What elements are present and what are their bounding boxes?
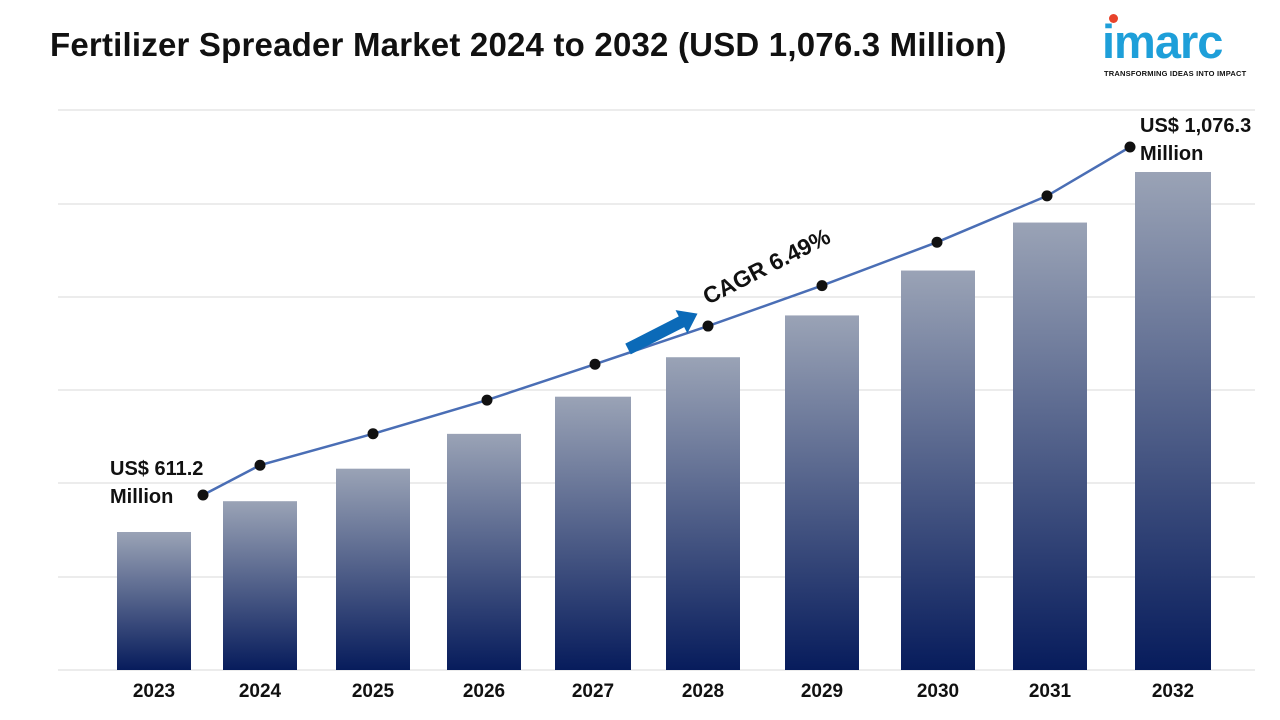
cagr-arrow-head bbox=[675, 310, 698, 334]
x-axis-ticks: 2023 2024 2025 2026 2027 2028 2029 2030 2031 2032 bbox=[133, 681, 1194, 702]
trend-point-2030 bbox=[931, 236, 943, 248]
x-tick-label: 2030 bbox=[917, 681, 959, 702]
x-tick-label: 2025 bbox=[352, 681, 395, 702]
x-tick-label: 2023 bbox=[133, 681, 175, 702]
x-tick-label: 2031 bbox=[1029, 681, 1072, 702]
start-value-unit: Million bbox=[110, 486, 173, 508]
bar-2026 bbox=[447, 433, 521, 670]
bar-2032 bbox=[1135, 172, 1211, 670]
bar-2024 bbox=[223, 501, 297, 670]
trend-point-2027 bbox=[589, 358, 601, 370]
x-tick-label: 2027 bbox=[572, 681, 614, 702]
end-value-label: US$ 1,076.3 bbox=[1140, 115, 1251, 137]
trend-point-2032 bbox=[1124, 141, 1136, 153]
trend-line bbox=[202, 145, 1131, 497]
cagr-arrow-icon bbox=[625, 310, 698, 355]
logo-tagline: TRANSFORMING IDEAS INTO IMPACT bbox=[1104, 69, 1247, 78]
x-tick-label: 2026 bbox=[463, 681, 505, 702]
bar-2023 bbox=[117, 532, 191, 670]
trend-point-2029 bbox=[816, 280, 828, 292]
trend-point-2028 bbox=[702, 320, 714, 332]
x-tick-label: 2028 bbox=[682, 681, 724, 702]
bar-2025 bbox=[336, 468, 410, 670]
trend-point-2025 bbox=[367, 428, 379, 440]
trend-point-2026 bbox=[481, 394, 493, 406]
start-value-label: US$ 611.2 bbox=[110, 458, 203, 480]
x-tick-label: 2024 bbox=[239, 681, 282, 702]
chart-title: Fertilizer Spreader Market 2024 to 2032 … bbox=[50, 26, 1007, 63]
x-tick-label: 2029 bbox=[801, 681, 843, 702]
bar-2028 bbox=[666, 357, 740, 670]
trend-point-2031 bbox=[1041, 190, 1053, 202]
bar-2031 bbox=[1013, 222, 1087, 670]
bars bbox=[117, 172, 1211, 670]
imarc-logo: imarc TRANSFORMING IDEAS INTO IMPACT bbox=[1102, 14, 1262, 82]
trend-point-2023 bbox=[197, 489, 209, 501]
bar-2030 bbox=[901, 270, 975, 670]
bar-2027 bbox=[555, 396, 631, 670]
end-value-unit: Million bbox=[1140, 143, 1203, 165]
logo-dot-icon bbox=[1109, 14, 1118, 23]
logo-wordmark: imarc bbox=[1102, 15, 1223, 68]
bar-2029 bbox=[785, 315, 859, 670]
cagr-arrow-shaft bbox=[625, 315, 686, 355]
x-tick-label: 2032 bbox=[1152, 681, 1194, 702]
trend-point-2024 bbox=[254, 459, 266, 471]
cagr-label: CAGR 6.49% bbox=[698, 223, 834, 309]
trend-line-layer bbox=[197, 141, 1136, 501]
